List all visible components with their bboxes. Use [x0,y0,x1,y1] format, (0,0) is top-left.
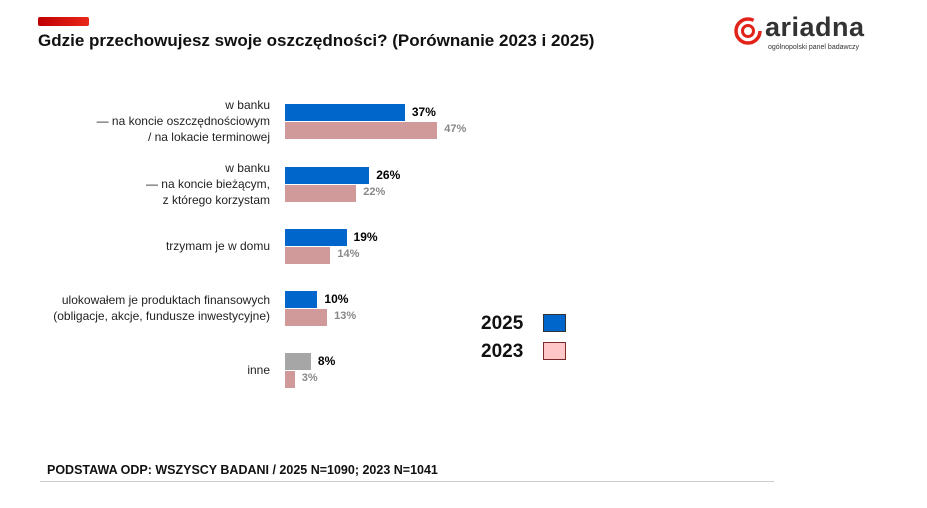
chart-title: Gdzie przechowujesz swoje oszczędności? … [38,31,595,50]
legend-swatch-2023 [543,342,566,360]
category-label: trzymam je w domu [166,238,270,254]
ariadna-logo: ariadna ogólnopolski panel badawczy [733,12,873,56]
bar-2023 [285,309,328,326]
data-label-2023: 14% [337,248,360,260]
title-accent-bar [38,17,89,26]
bar-2025 [285,291,318,308]
bar-2023 [285,122,438,139]
category-label-line: / na lokacie terminowej [147,130,270,144]
legend-swatch-2025 [543,314,566,332]
footer-divider [40,481,774,482]
data-label-2025: 8% [317,354,336,368]
data-label-2023: 13% [334,310,357,322]
category-label-line: w banku [225,98,270,112]
category-label-line: — na koncie oszczędnościowym [96,114,270,128]
footer-base-note: PODSTAWA ODP: WSZYSCY BADANI / 2025 N=10… [47,463,438,477]
category-label-line: — na koncie bieżącym, [145,177,270,191]
bar-2025 [285,353,311,370]
data-label-2025: 10% [324,292,349,306]
logo-tagline: ogólnopolski panel badawczy [768,44,860,51]
category-label-line: ulokowałem je produktach finansowych [61,293,270,307]
category-label-line: z którego korzystam [162,193,270,207]
legend-label-2023: 2023 [481,341,524,362]
data-label-2023: 47% [444,123,467,135]
category-label-line: w banku [225,161,270,175]
category-label: ulokowałem je produktach finansowych (obl… [53,292,270,324]
legend-label-2025: 2025 [481,313,524,334]
data-label-2023: 3% [301,372,318,384]
category-label-line: trzymam je w domu [165,239,270,253]
bar-2023 [285,185,357,202]
category-label-line: inne [247,363,270,377]
data-label-2025: 19% [353,230,378,244]
bar-2025 [285,167,370,184]
logo-spiral-icon [734,17,762,45]
category-label: w banku — na koncie oszczędnościowym / na … [97,97,270,145]
bar-2023 [285,247,331,264]
bar-2025 [285,229,347,246]
category-label: w banku — na koncie bieżącym, z którego ko… [146,160,270,208]
category-label-line: (obligacje, akcje, fundusze inwestycyjne… [53,309,270,323]
bar-2025 [285,104,405,121]
category-label: inne [247,362,270,378]
logo-wordmark: ariadna [765,12,865,42]
data-label-2025: 26% [376,168,401,182]
data-label-2023: 22% [363,186,386,198]
bar-2023 [285,371,295,388]
data-label-2025: 37% [411,105,436,119]
